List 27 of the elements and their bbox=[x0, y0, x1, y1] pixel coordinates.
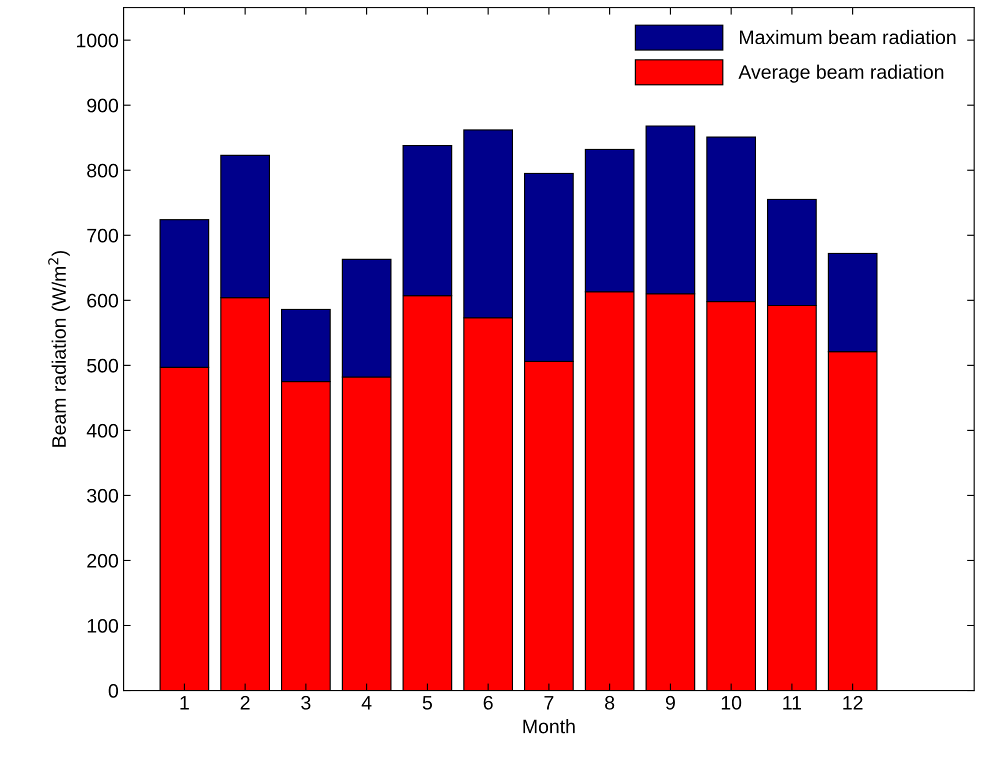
x-tick-label: 4 bbox=[362, 696, 372, 710]
y-tick-label: 400 bbox=[86, 424, 118, 438]
y-tick-label: 100 bbox=[88, 618, 118, 633]
x-tick-label: 3 bbox=[301, 696, 310, 710]
x-tick-label: 12 bbox=[843, 696, 862, 710]
y-tick-label: 700 bbox=[87, 228, 118, 242]
x-axis-title: Month bbox=[523, 719, 575, 734]
y-tick-label: 500 bbox=[87, 358, 118, 373]
y-tick-label: 900 bbox=[87, 98, 118, 112]
y-tick-label: 300 bbox=[87, 488, 118, 503]
x-tick-label: 10 bbox=[722, 696, 742, 710]
legend-label: Maximum beam radiation bbox=[740, 30, 956, 44]
y-tick-label: 1000 bbox=[76, 34, 118, 48]
legend-label: Average beam radiation bbox=[738, 64, 944, 83]
x-tick-label: 2 bbox=[240, 696, 250, 710]
x-tick-label: 7 bbox=[544, 696, 554, 710]
y-tick-label: 0 bbox=[108, 684, 118, 698]
x-tick-label: 8 bbox=[605, 696, 614, 710]
x-tick-label: 6 bbox=[484, 696, 493, 710]
x-tick-label: 11 bbox=[783, 696, 802, 710]
x-tick-label: 9 bbox=[666, 696, 675, 710]
x-tick-label: 1 bbox=[180, 696, 189, 710]
y-axis-title: Beam radiation (W/m$^{2}$) bbox=[48, 251, 70, 447]
y-tick-label: 800 bbox=[87, 164, 118, 178]
y-tick-label: 200 bbox=[87, 554, 118, 568]
x-tick-label: 5 bbox=[422, 696, 432, 710]
y-tick-label: 600 bbox=[87, 294, 118, 308]
